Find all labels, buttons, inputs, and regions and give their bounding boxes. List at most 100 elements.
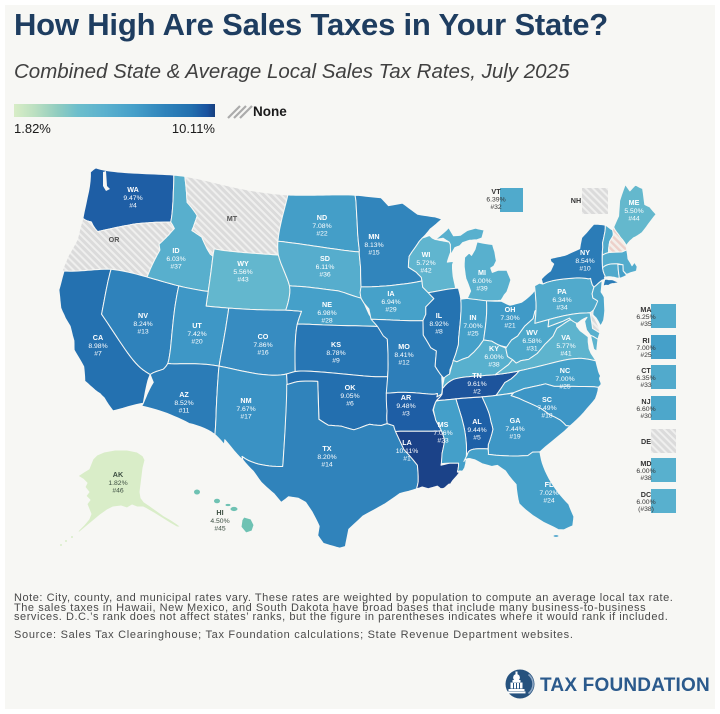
svg-text:6.98%: 6.98% xyxy=(317,310,336,317)
svg-text:#30: #30 xyxy=(640,413,652,420)
svg-text:AZ: AZ xyxy=(179,390,189,399)
svg-text:RI: RI xyxy=(642,336,649,345)
svg-text:WA: WA xyxy=(127,185,139,194)
svg-text:#23: #23 xyxy=(437,437,449,444)
svg-text:#25: #25 xyxy=(559,383,571,390)
svg-text:7.02%: 7.02% xyxy=(539,490,558,497)
svg-text:NH: NH xyxy=(571,196,581,205)
svg-text:9.48%: 9.48% xyxy=(396,403,415,410)
svg-text:7.42%: 7.42% xyxy=(187,331,206,338)
svg-text:MN: MN xyxy=(368,232,379,241)
svg-text:#38: #38 xyxy=(640,475,652,482)
svg-text:7.49%: 7.49% xyxy=(537,405,556,412)
svg-text:MA: MA xyxy=(640,305,651,314)
svg-text:7.67%: 7.67% xyxy=(236,406,255,413)
svg-text:#18: #18 xyxy=(541,412,553,419)
svg-text:#13: #13 xyxy=(137,328,149,335)
svg-text:HI: HI xyxy=(216,508,223,517)
svg-text:#15: #15 xyxy=(368,249,380,256)
svg-text:8.78%: 8.78% xyxy=(326,350,345,357)
svg-text:CT: CT xyxy=(641,366,651,375)
svg-text:6.00%: 6.00% xyxy=(472,278,491,285)
svg-text:IL: IL xyxy=(436,311,443,320)
svg-text:6.39%: 6.39% xyxy=(486,197,505,204)
svg-text:VA: VA xyxy=(561,333,570,342)
svg-text:9.05%: 9.05% xyxy=(340,393,359,400)
svg-text:#32: #32 xyxy=(490,204,502,211)
svg-text:7.00%: 7.00% xyxy=(636,345,655,352)
svg-text:#19: #19 xyxy=(509,433,521,440)
svg-text:#41: #41 xyxy=(560,350,572,357)
svg-text:#12: #12 xyxy=(398,359,410,366)
svg-text:NJ: NJ xyxy=(641,397,650,406)
svg-text:FL: FL xyxy=(545,480,554,489)
svg-text:6.00%: 6.00% xyxy=(636,499,655,506)
svg-text:#34: #34 xyxy=(556,304,568,311)
svg-text:#42: #42 xyxy=(420,267,432,274)
svg-text:#28: #28 xyxy=(321,317,333,324)
svg-text:NM: NM xyxy=(240,396,251,405)
svg-text:7.86%: 7.86% xyxy=(253,342,272,349)
svg-text:8.41%: 8.41% xyxy=(394,352,413,359)
svg-text:#3: #3 xyxy=(402,410,410,417)
svg-text:DE: DE xyxy=(641,437,651,446)
svg-text:8.52%: 8.52% xyxy=(174,400,193,407)
svg-text:6.35%: 6.35% xyxy=(636,375,655,382)
svg-text:5.77%: 5.77% xyxy=(556,343,575,350)
svg-text:NC: NC xyxy=(560,366,570,375)
svg-text:(#38): (#38) xyxy=(638,506,654,513)
svg-text:#17: #17 xyxy=(240,413,252,420)
svg-text:ME: ME xyxy=(629,198,640,207)
svg-text:4.50%: 4.50% xyxy=(210,518,229,525)
svg-text:#37: #37 xyxy=(170,263,182,270)
svg-text:CO: CO xyxy=(258,332,269,341)
svg-text:AK: AK xyxy=(113,470,124,479)
svg-text:MI: MI xyxy=(478,268,486,277)
svg-text:#16: #16 xyxy=(257,349,269,356)
svg-text:#25: #25 xyxy=(640,352,652,359)
svg-text:LA: LA xyxy=(402,438,412,447)
svg-text:MT: MT xyxy=(227,214,238,223)
svg-text:7.06%: 7.06% xyxy=(433,430,452,437)
svg-text:ND: ND xyxy=(317,213,327,222)
svg-text:6.00%: 6.00% xyxy=(636,468,655,475)
svg-text:#43: #43 xyxy=(237,276,249,283)
svg-text:8.24%: 8.24% xyxy=(133,321,152,328)
svg-text:#7: #7 xyxy=(94,350,102,357)
svg-text:#44: #44 xyxy=(628,215,640,222)
svg-text:5.72%: 5.72% xyxy=(416,260,435,267)
svg-text:OH: OH xyxy=(505,305,516,314)
svg-text:6.58%: 6.58% xyxy=(522,338,541,345)
svg-text:8.13%: 8.13% xyxy=(364,242,383,249)
svg-text:KY: KY xyxy=(489,344,499,353)
svg-text:AL: AL xyxy=(472,417,482,426)
svg-text:PA: PA xyxy=(557,287,566,296)
svg-text:#45: #45 xyxy=(214,525,226,532)
svg-text:#1: #1 xyxy=(403,455,411,462)
svg-text:#5: #5 xyxy=(473,434,481,441)
svg-text:7.08%: 7.08% xyxy=(312,223,331,230)
svg-text:7.00%: 7.00% xyxy=(555,376,574,383)
svg-text:WI: WI xyxy=(422,250,431,259)
svg-text:GA: GA xyxy=(510,416,521,425)
svg-text:7.30%: 7.30% xyxy=(500,315,519,322)
svg-text:IA: IA xyxy=(387,289,394,298)
svg-text:#4: #4 xyxy=(129,202,137,209)
svg-text:OK: OK xyxy=(345,383,357,392)
svg-text:8.92%: 8.92% xyxy=(429,321,448,328)
svg-text:VT: VT xyxy=(491,187,501,196)
svg-text:TAX FOUNDATION: TAX FOUNDATION xyxy=(540,675,710,696)
svg-text:MD: MD xyxy=(640,459,651,468)
svg-text:#36: #36 xyxy=(319,271,331,278)
svg-text:#24: #24 xyxy=(543,497,555,504)
svg-text:#25: #25 xyxy=(467,330,479,337)
svg-text:9.44%: 9.44% xyxy=(467,427,486,434)
svg-text:5.50%: 5.50% xyxy=(624,208,643,215)
svg-text:TN: TN xyxy=(472,371,482,380)
svg-text:#22: #22 xyxy=(316,230,328,237)
svg-text:#9: #9 xyxy=(332,357,340,364)
svg-text:6.34%: 6.34% xyxy=(552,297,571,304)
svg-text:9.47%: 9.47% xyxy=(123,195,142,202)
svg-text:#6: #6 xyxy=(346,400,354,407)
svg-text:WV: WV xyxy=(526,328,538,337)
